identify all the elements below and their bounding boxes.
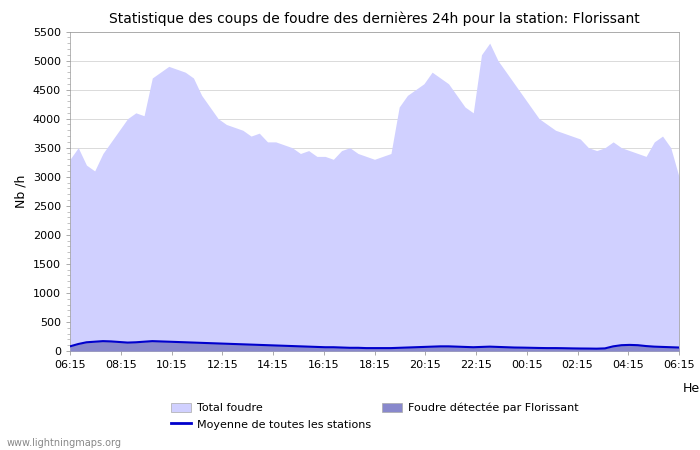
Title: Statistique des coups de foudre des dernières 24h pour la station: Florissant: Statistique des coups de foudre des dern… [109, 12, 640, 26]
Legend: Total foudre, Moyenne de toutes les stations, Foudre détectée par Florissant: Total foudre, Moyenne de toutes les stat… [167, 398, 583, 434]
Text: Heure: Heure [683, 382, 700, 395]
Text: www.lightningmaps.org: www.lightningmaps.org [7, 438, 122, 448]
Y-axis label: Nb /h: Nb /h [14, 175, 27, 208]
